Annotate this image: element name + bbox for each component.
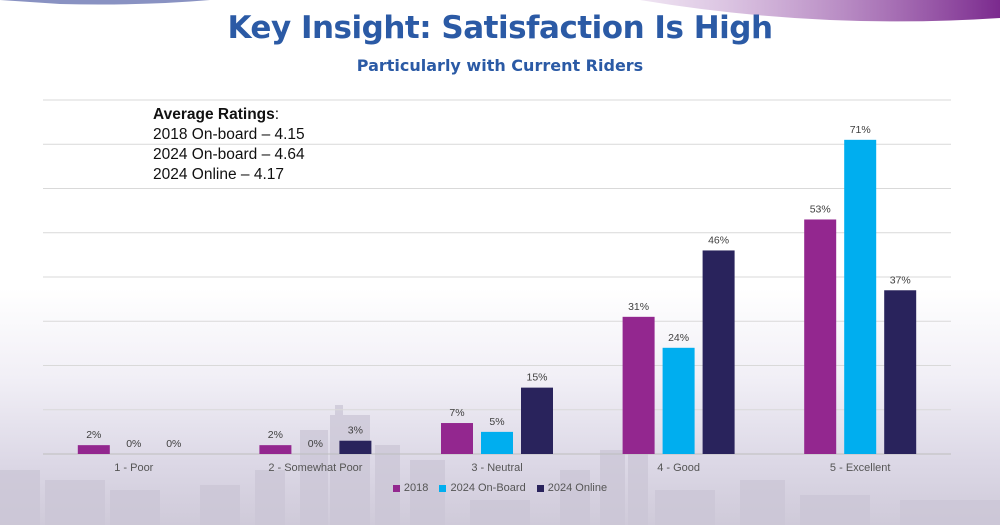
legend-swatch-2024-online bbox=[536, 484, 544, 492]
data-label: 7% bbox=[449, 407, 464, 419]
bars bbox=[77, 139, 917, 454]
legend: 2018 2024 On-Board 2024 Online bbox=[0, 482, 1000, 495]
bar bbox=[804, 219, 837, 454]
bar bbox=[844, 139, 877, 454]
legend-label-2024-on-board: 2024 On-Board bbox=[450, 482, 526, 494]
data-label: 0% bbox=[308, 438, 323, 450]
category-label: 2 - Somewhat Poor bbox=[268, 462, 362, 474]
data-label: 24% bbox=[668, 332, 689, 344]
average-rating-line: 2018 On-board – 4.15 bbox=[153, 126, 305, 143]
chart-subtitle: Particularly with Current Riders bbox=[356, 56, 644, 75]
category-labels: 1 - Poor 2 - Somewhat Poor 3 - Neutral 4 - … bbox=[114, 462, 890, 474]
data-label: 5% bbox=[489, 416, 504, 428]
header-swoosh bbox=[0, 0, 1000, 22]
bar bbox=[481, 431, 513, 454]
average-ratings-heading-text: Average Ratings bbox=[153, 106, 275, 123]
category-label: 5 - Excellent bbox=[830, 462, 891, 474]
legend-swatch-2024-on-board bbox=[439, 484, 447, 492]
category-label: 1 - Poor bbox=[114, 462, 153, 474]
data-label: 2% bbox=[86, 429, 101, 441]
bar bbox=[662, 347, 695, 454]
average-ratings-heading: Average Ratings: bbox=[153, 105, 305, 125]
bar bbox=[884, 290, 917, 454]
bar bbox=[339, 440, 372, 454]
legend-label-2018: 2018 bbox=[403, 482, 429, 494]
data-label: 3% bbox=[348, 425, 363, 437]
legend-label-2024-online: 2024 Online bbox=[547, 482, 608, 494]
data-label: 53% bbox=[810, 203, 831, 215]
legend-item-2018: 2018 bbox=[392, 482, 429, 494]
gridlines bbox=[43, 99, 951, 455]
data-label: 46% bbox=[708, 234, 729, 246]
data-label: 15% bbox=[526, 372, 547, 384]
bar bbox=[441, 423, 473, 454]
legend-swatch-2018 bbox=[392, 484, 400, 492]
category-label: 4 - Good bbox=[657, 462, 700, 474]
average-rating-line: 2024 Online – 4.17 bbox=[153, 166, 284, 183]
average-ratings-box: Average Ratings: 2018 On-board – 4.15 20… bbox=[153, 105, 305, 185]
data-label: 2% bbox=[268, 429, 283, 441]
legend-item-2024-on-board: 2024 On-Board bbox=[439, 482, 526, 494]
data-label: 71% bbox=[850, 124, 871, 136]
chart-title: Key Insight: Satisfaction Is High bbox=[227, 10, 773, 46]
bar bbox=[259, 445, 292, 454]
value-labels: 2% 0% 0% 2% 0% 3% 7% 5% 15% 31% 24% 46% 53% 71% 37% bbox=[86, 124, 911, 450]
bar bbox=[521, 387, 553, 454]
bar bbox=[77, 445, 110, 454]
average-ratings-heading-colon: : bbox=[274, 106, 280, 123]
bar bbox=[622, 316, 655, 454]
data-label: 0% bbox=[126, 438, 141, 450]
legend-item-2024-online: 2024 Online bbox=[536, 482, 608, 494]
category-label: 3 - Neutral bbox=[471, 462, 522, 474]
bar bbox=[702, 250, 735, 454]
data-label: 37% bbox=[890, 274, 911, 286]
data-label: 31% bbox=[628, 301, 649, 313]
data-label: 0% bbox=[166, 438, 181, 450]
average-rating-line: 2024 On-board – 4.64 bbox=[153, 146, 305, 163]
